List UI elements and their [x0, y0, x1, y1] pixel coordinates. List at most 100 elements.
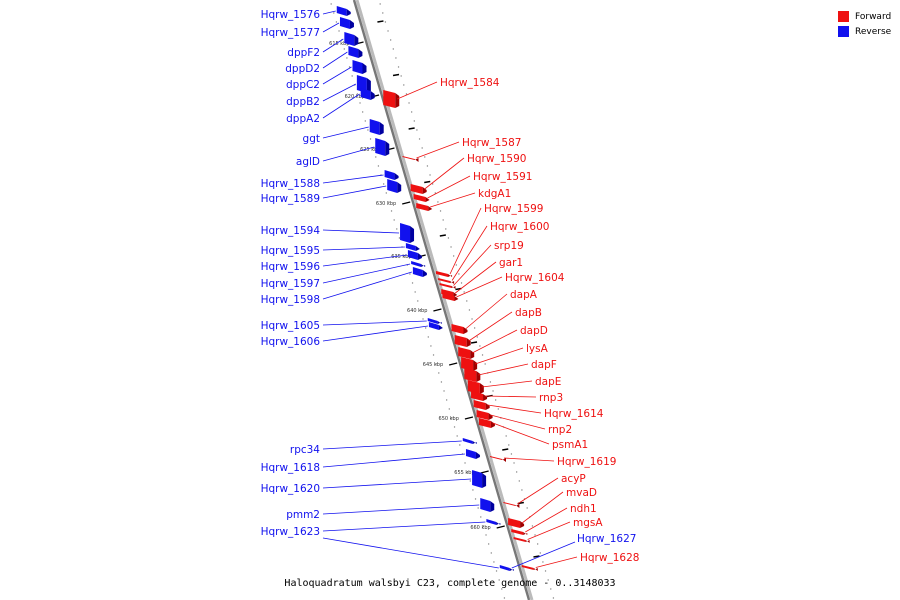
- axis-dot: [430, 345, 432, 347]
- scale-tick: [449, 362, 458, 366]
- reverse-gene-feature: [428, 322, 439, 330]
- reverse-gene-feature: [348, 46, 359, 58]
- forward-gene-feature: [442, 293, 455, 301]
- reverse-gene-feature: [387, 179, 398, 193]
- axis-dot: [455, 264, 457, 266]
- minor-dash: [424, 180, 431, 184]
- axis-dot: [447, 237, 450, 239]
- reverse-gene-feature-side: [349, 20, 354, 29]
- forward-gene-leader: [456, 276, 503, 298]
- forward-gene-label: Hqrw_1600: [490, 221, 549, 233]
- forward-gene-feature: [383, 90, 396, 108]
- forward-gene-label: rnp3: [539, 392, 563, 404]
- reverse-gene-label: Hqrw_1589: [261, 193, 320, 205]
- forward-gene-feature-side: [414, 158, 419, 162]
- minor-dash: [439, 234, 446, 237]
- forward-gene-leader: [492, 422, 550, 445]
- forward-gene-feature-side: [428, 206, 433, 211]
- axis-dot: [536, 543, 539, 545]
- reverse-gene-feature: [344, 32, 355, 46]
- forward-gene-feature: [454, 335, 467, 347]
- forward-gene-label: Hqrw_1614: [544, 408, 604, 420]
- forward-gene-leader: [490, 414, 546, 430]
- minor-dash: [533, 555, 540, 558]
- forward-gene-feature-side: [488, 413, 493, 420]
- reverse-gene-label: rpc34: [290, 444, 320, 456]
- axis-dot: [438, 372, 440, 374]
- axis-dot: [419, 309, 422, 311]
- gene-features: [336, 6, 538, 571]
- axis-dot: [382, 183, 385, 185]
- reverse-gene-label: pmm2: [286, 509, 320, 521]
- axis-dot: [489, 381, 492, 383]
- axis-dot: [476, 336, 478, 338]
- axis-dot: [480, 516, 482, 518]
- reverse-gene-feature-side: [354, 35, 359, 46]
- axis-dot: [464, 462, 466, 464]
- axis-dot: [375, 156, 377, 158]
- forward-gene-feature: [451, 324, 464, 334]
- reverse-gene-feature-side: [397, 182, 402, 193]
- axis-dot: [456, 435, 458, 437]
- axis-dot: [440, 381, 443, 383]
- axis-dot: [435, 363, 437, 365]
- forward-gene-feature: [521, 565, 534, 570]
- axis-dot: [396, 228, 398, 230]
- reverse-gene-leader: [322, 10, 336, 15]
- axis-dot: [364, 120, 366, 122]
- forward-gene-label: psmA1: [552, 439, 588, 451]
- forward-gene-feature-side: [466, 338, 471, 347]
- axis-dot: [490, 552, 492, 554]
- legend-reverse: Reverse: [838, 24, 891, 39]
- forward-gene-feature-side: [454, 296, 459, 301]
- scale-tick: [496, 525, 505, 529]
- reverse-gene-feature-side: [415, 246, 420, 251]
- forward-gene-leader: [503, 457, 555, 462]
- forward-gene-feature: [490, 456, 502, 460]
- legend: Forward Reverse: [838, 9, 891, 39]
- forward-gene-leader: [397, 81, 438, 100]
- reverse-gene-leader: [322, 320, 427, 326]
- reverse-gene-feature: [407, 250, 418, 260]
- forward-gene-label: dapB: [515, 307, 542, 319]
- reverse-gene-feature-side: [472, 441, 477, 444]
- axis-dot: [408, 102, 410, 104]
- forward-gene-leader: [468, 311, 513, 342]
- axis-dot: [409, 273, 411, 275]
- reverse-gene-leader: [322, 537, 499, 569]
- reverse-swatch: [838, 26, 849, 37]
- reverse-gene-feature: [375, 138, 386, 156]
- axis-dot: [348, 66, 351, 68]
- axis-dot: [450, 246, 452, 248]
- axis-dot: [452, 255, 455, 257]
- axis-dot: [335, 21, 338, 23]
- reverse-gene-feature: [405, 243, 416, 251]
- legend-reverse-label: Reverse: [855, 26, 892, 37]
- axis-dot: [493, 561, 495, 563]
- forward-gene-feature: [438, 278, 451, 283]
- axis-dot: [466, 471, 469, 473]
- reverse-gene-leader: [322, 185, 387, 199]
- reverse-gene-feature-side: [438, 325, 443, 330]
- forward-gene-label: kdgA1: [478, 188, 511, 200]
- scale-tick-label: 640 kbp: [407, 308, 427, 314]
- reverse-gene-feature: [369, 119, 380, 135]
- reverse-gene-label: Hqrw_1594: [261, 225, 321, 237]
- reverse-gene-feature-side: [379, 122, 384, 135]
- forward-gene-leader: [424, 157, 465, 190]
- axis-dot: [521, 489, 523, 491]
- reverse-gene-feature: [462, 438, 473, 444]
- forward-gene-label: srp19: [494, 240, 524, 252]
- reverse-gene-leader: [322, 174, 384, 184]
- axis-dot: [484, 363, 486, 365]
- forward-gene-leader: [430, 192, 476, 208]
- axis-dot: [361, 111, 364, 113]
- axis-dot: [442, 219, 444, 221]
- reverse-gene-feature-side: [421, 264, 426, 267]
- minor-dash: [392, 73, 400, 77]
- axis-dots: [330, 3, 555, 599]
- forward-gene-feature-side: [533, 568, 538, 571]
- reverse-gene-feature-side: [482, 473, 487, 488]
- genome-caption: Haloquadratum walsbyi C23, complete geno…: [284, 578, 616, 589]
- forward-gene-feature: [416, 203, 429, 211]
